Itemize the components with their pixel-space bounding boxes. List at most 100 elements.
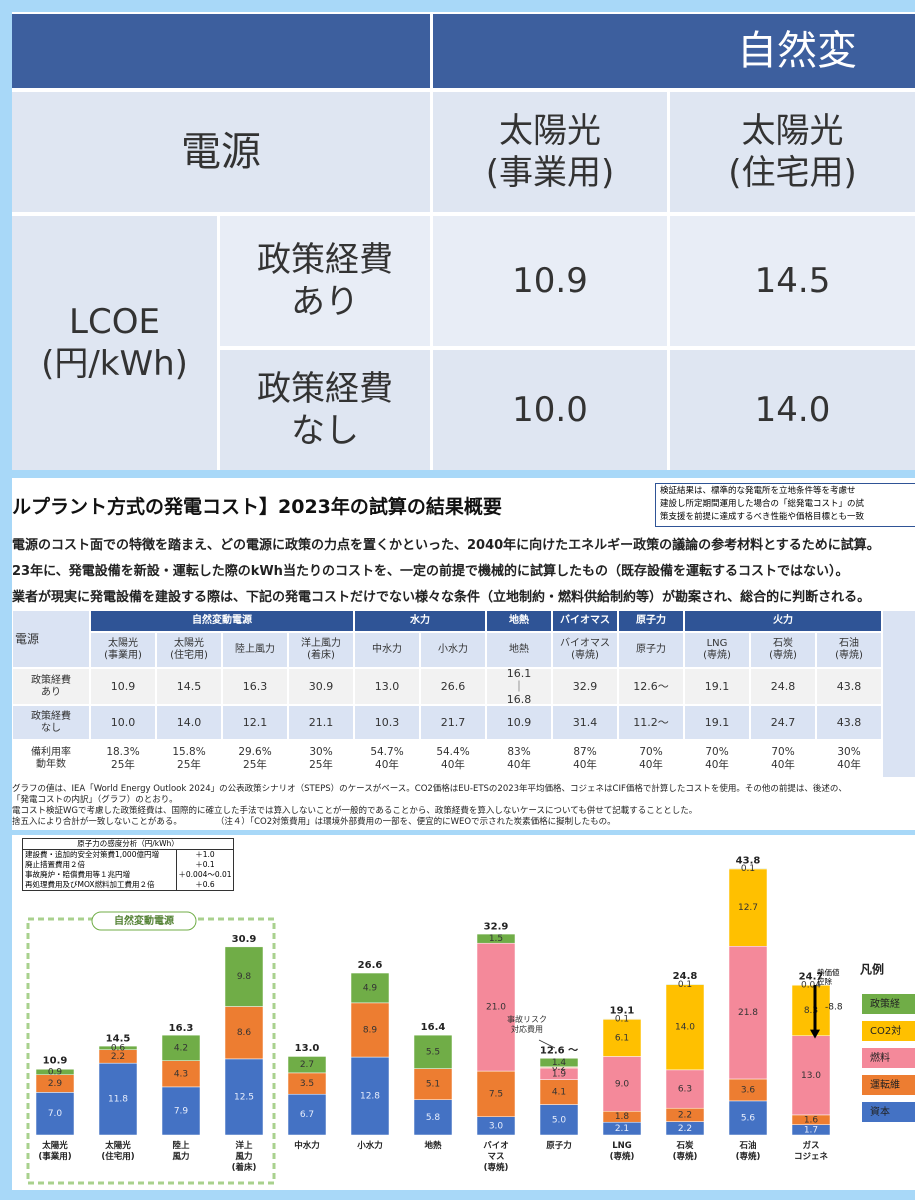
table-cell: 70% 40年	[618, 740, 684, 778]
bar-segment	[728, 945, 768, 1080]
zoom-value: 14.0	[670, 350, 915, 470]
segment-label: 9.8	[237, 972, 252, 982]
x-tick-label: 中水力	[294, 1141, 320, 1151]
segment-label: 8.9	[363, 1025, 378, 1035]
cost-table: 電源のコスト面での特徴を踏まえ、どの電源に政策の力点を置くかといった、2040年…	[12, 478, 915, 830]
note-line: 「発電コストの内訳」（グラフ）のとおり。	[12, 795, 178, 805]
table-cell: 14.0	[156, 705, 222, 740]
row-label: 政策経費 あり	[12, 668, 90, 705]
chart: 自然変動電源 凡例 7.02.90.910.911.82.20.614.57.9…	[26, 855, 915, 1185]
sensitivity-row: 廃止措置費用２倍 ＋0.1	[23, 860, 233, 870]
bar-segment	[287, 1093, 327, 1136]
legend-label: 政策経	[870, 997, 900, 1010]
column-header: 石油 (専焼)	[816, 632, 882, 668]
legend-swatch	[862, 994, 915, 1014]
sensitivity-value: ＋0.1	[176, 860, 233, 870]
table-cell: 18.3% 25年	[90, 740, 156, 778]
table-corner: 電源	[12, 610, 90, 668]
x-tick-label: 石炭 (専焼)	[672, 1141, 698, 1162]
group-header: 水力	[354, 610, 486, 632]
info-line: 策支援を前提に達成するべき性能や価格目標とも一致	[660, 512, 865, 522]
segment-label: 2.2	[678, 1124, 692, 1134]
table-cell: 32.9	[552, 668, 618, 705]
bar-segment	[728, 868, 768, 870]
table-cell: 31.4	[552, 705, 618, 740]
column-header: 中水力	[354, 632, 420, 668]
table-cell: 30% 40年	[816, 740, 882, 778]
table-cell: 30% 25年	[288, 740, 354, 778]
total-label: 12.6 ～	[540, 1045, 578, 1056]
total-label: 43.8	[736, 855, 761, 866]
bar-segment	[98, 1062, 138, 1136]
legend-title: 凡例	[860, 962, 884, 977]
zoom-table: 自然変 電源 太陽光 (事業用) 太陽光 (住宅用) LCOE (円/kWh) …	[12, 12, 915, 470]
column-header: 原子力	[618, 632, 684, 668]
segment-label: 8.6	[237, 1028, 252, 1038]
segment-label: 7.9	[174, 1106, 189, 1116]
row-label: 備利用率 動年数	[12, 740, 90, 778]
x-tick-label: 太陽光 (事業用)	[38, 1141, 72, 1162]
legend-swatch	[862, 1021, 915, 1041]
total-label: 16.3	[169, 1023, 194, 1034]
bar-segment	[539, 1079, 579, 1105]
table-cell: 13.0	[354, 668, 420, 705]
zoom-value: 10.9	[433, 216, 667, 346]
table-cell: 10.9	[486, 705, 552, 740]
table-cell: 10.9	[90, 668, 156, 705]
segment-label: 6.7	[300, 1110, 314, 1120]
segment-label: 13.0	[801, 1071, 821, 1081]
total-label: 26.6	[358, 960, 383, 971]
legend-label: CO2対	[870, 1024, 901, 1037]
table-cell: 29.6% 25年	[222, 740, 288, 778]
table-cell: 83% 40年	[486, 740, 552, 778]
bar-segment	[791, 984, 831, 1037]
table-cell: 24.7	[750, 705, 816, 740]
bar-segment	[539, 1104, 579, 1136]
zoom-corner: 電源	[12, 92, 430, 212]
bar-segment	[665, 983, 705, 985]
segment-label: 5.6	[741, 1113, 756, 1123]
zoom-row-label: 政策経費 あり	[220, 216, 430, 346]
table-cell: 70% 40年	[684, 740, 750, 778]
table-cell: 19.1	[684, 668, 750, 705]
column-header: 太陽光 (住宅用)	[156, 632, 222, 668]
group-label: 自然変動電源	[114, 914, 174, 927]
bar-segment	[791, 1035, 831, 1116]
note-line: 捨五入により合計が一致しないことがある。 （注４）「CO2対策費用」は環境外部費…	[12, 817, 616, 827]
slide-title: ルプラント方式の発電コスト】2023年の試算の結果概要	[12, 496, 502, 518]
bar-segment	[35, 1092, 75, 1136]
bar-segment	[35, 1068, 75, 1075]
x-tick-label: LNG (専焼)	[609, 1141, 635, 1162]
bar-segment	[350, 972, 390, 1004]
segment-label: 2.7	[300, 1060, 314, 1070]
legend-swatch	[862, 1048, 915, 1068]
note-line: 電コスト検証WGで考慮した政策経費は、国際的に確立した手法では算入しないことが一…	[12, 806, 698, 816]
sensitivity-item: 事故廃炉・賠償費用等１兆円増	[25, 870, 130, 879]
segment-label: 0.2	[552, 1063, 566, 1073]
x-tick-label: ガス コジェネ	[793, 1141, 828, 1162]
bar-segment	[539, 1058, 579, 1068]
segment-label: 12.5	[234, 1092, 254, 1102]
x-tick-label: 原子力	[546, 1141, 572, 1151]
zoom-value: 14.5	[670, 216, 915, 346]
x-tick-label: 陸上 風力	[172, 1141, 190, 1162]
group-header: 地熱	[486, 610, 552, 632]
sensitivity-title: 原子力の感度分析（円/kWh）	[23, 839, 233, 850]
legend-swatch	[862, 1075, 915, 1095]
zoom-value: 10.0	[433, 350, 667, 470]
info-box: 検証結果は、標準的な発電所を立地条件等を考慮せ 建設し所定期間運用した場合の「総発…	[655, 483, 915, 527]
segment-label: 0.1	[678, 980, 692, 990]
sensitivity-row: 事故廃炉・賠償費用等１兆円増 ＋0.004〜0.01	[23, 870, 233, 880]
zoom-row-group: LCOE (円/kWh)	[12, 216, 217, 470]
sensitivity-box: 原子力の感度分析（円/kWh） 建設費・追加的安全対策費1,000億円増 ＋1.0 廃…	[22, 838, 234, 891]
bar-segment	[161, 1086, 201, 1136]
bar-segment	[224, 1058, 264, 1136]
row-label: 政策経費 なし	[12, 705, 90, 740]
column-header: 小水力	[420, 632, 486, 668]
legend-label: 資本	[870, 1105, 890, 1118]
x-tick-label: 太陽光 (住宅用)	[101, 1141, 135, 1162]
bar-segment	[476, 1070, 516, 1117]
segment-label: 2.1	[615, 1124, 629, 1134]
group-header: 自然変動電源	[90, 610, 354, 632]
table-cell: 10.3	[354, 705, 420, 740]
